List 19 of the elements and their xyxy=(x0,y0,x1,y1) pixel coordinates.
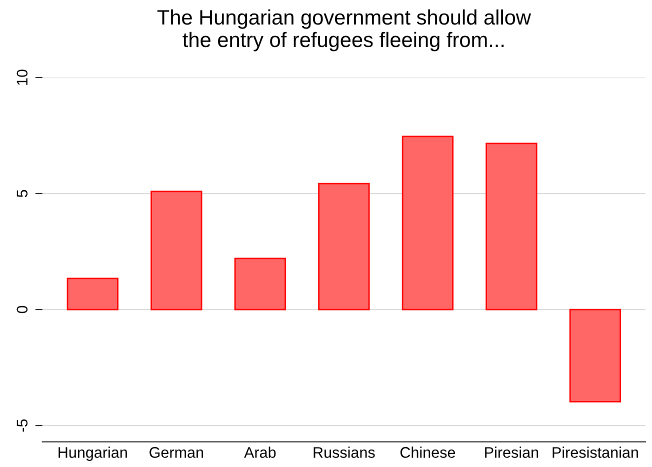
y-tick-label: 0 xyxy=(16,306,28,314)
y-tick-label: 5 xyxy=(16,190,28,198)
x-tick-label: Piresistanian xyxy=(552,446,638,458)
bar xyxy=(486,142,538,310)
x-tick-label: Arab xyxy=(244,446,276,458)
bar xyxy=(150,190,202,310)
x-tick-label: German xyxy=(150,447,204,458)
chart-title: The Hungarian government should allow the entry of refugees fleeing from... xyxy=(157,9,532,52)
y-tick-label: -5 xyxy=(16,419,28,432)
y-tick-label: 10 xyxy=(16,70,28,85)
x-tick-label: Russians xyxy=(314,446,375,458)
bar xyxy=(66,278,118,310)
bar xyxy=(569,308,622,402)
bar xyxy=(402,136,454,310)
x-tick-label: Chinese xyxy=(400,446,456,458)
bar xyxy=(318,182,370,310)
bar xyxy=(234,258,286,310)
x-tick-label: Piresian xyxy=(485,446,538,458)
x-tick-label: Hungarian xyxy=(58,446,127,461)
